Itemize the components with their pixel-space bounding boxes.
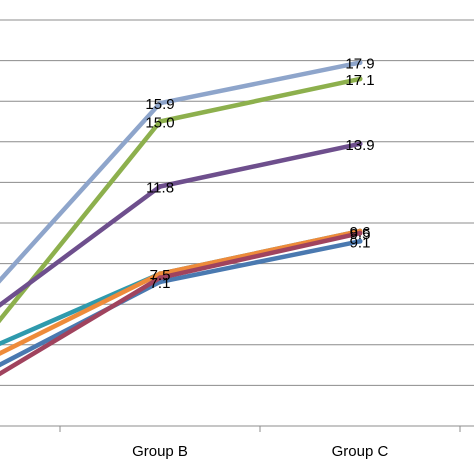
data-point	[357, 230, 363, 236]
data-point	[357, 76, 363, 82]
data-label: 17.9	[345, 56, 374, 73]
x-tick-label: Group B	[132, 443, 188, 460]
data-label: 7.5	[150, 267, 171, 284]
data-label: 9.1	[350, 234, 371, 251]
data-label: 9.6	[350, 224, 371, 241]
data-point	[157, 183, 163, 189]
series-line-1	[0, 60, 363, 284]
data-point	[157, 119, 163, 124]
series-line-3	[0, 141, 363, 308]
data-label: 15.0	[145, 115, 174, 132]
series-line-7	[0, 230, 363, 377]
gridlines	[0, 19, 474, 386]
data-point	[357, 238, 363, 244]
data-label: 11.8	[146, 179, 174, 196]
data-point	[157, 271, 163, 277]
series-lines	[0, 60, 363, 377]
data-point	[357, 60, 363, 66]
data-label: 9.5	[350, 226, 371, 243]
data-label: 17.1	[345, 72, 374, 89]
data-point	[157, 275, 163, 281]
data-point	[357, 141, 363, 147]
x-axis: Group B Group C	[0, 425, 474, 460]
data-label: 7.1	[150, 275, 171, 292]
data-label: 13.9	[345, 137, 374, 154]
data-label: 15.9	[145, 96, 174, 113]
x-tick-label: Group C	[332, 443, 389, 460]
data-point	[157, 100, 163, 106]
data-labels: 15.9 17.9 15.0 17.1 11.8 13.9 7.1 9.1 7.5 9.69.5	[145, 56, 374, 292]
